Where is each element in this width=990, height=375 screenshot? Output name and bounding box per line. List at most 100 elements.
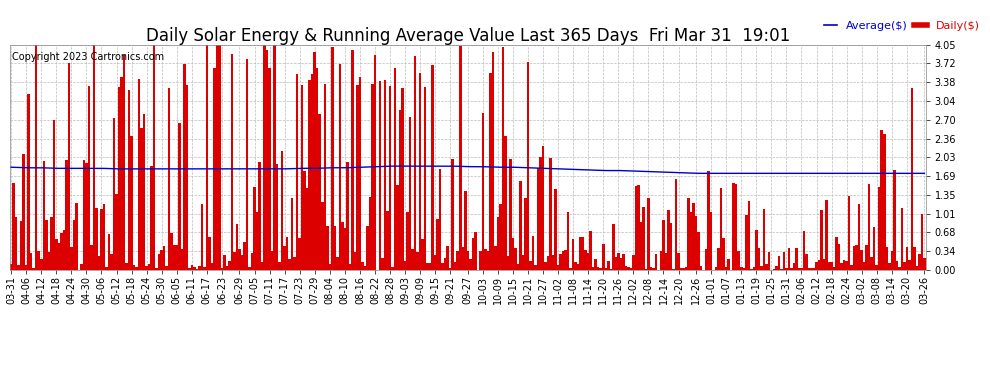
Bar — [50, 217, 52, 270]
Bar — [342, 222, 344, 270]
Bar — [728, 259, 730, 270]
Bar — [28, 94, 30, 270]
Bar — [785, 268, 788, 270]
Bar — [105, 267, 108, 270]
Bar — [715, 267, 718, 270]
Bar — [206, 45, 208, 270]
Bar — [718, 248, 720, 270]
Bar — [60, 233, 62, 270]
Bar — [589, 231, 592, 270]
Bar — [815, 262, 818, 270]
Bar — [185, 86, 188, 270]
Bar — [883, 134, 885, 270]
Bar — [502, 47, 504, 270]
Bar — [100, 209, 103, 270]
Bar — [918, 254, 921, 270]
Bar — [549, 158, 551, 270]
Bar — [705, 249, 708, 270]
Bar — [710, 212, 713, 270]
Bar — [90, 244, 93, 270]
Bar — [479, 251, 481, 270]
Bar — [244, 242, 246, 270]
Bar — [643, 207, 644, 270]
Bar — [444, 258, 446, 270]
Bar — [346, 162, 348, 270]
Bar — [175, 244, 178, 270]
Bar — [363, 266, 366, 270]
Bar — [103, 204, 105, 270]
Bar — [146, 267, 148, 270]
Bar — [469, 259, 471, 270]
Bar — [424, 87, 427, 270]
Bar — [855, 245, 858, 270]
Bar — [131, 136, 133, 270]
Bar — [442, 263, 444, 270]
Bar — [853, 246, 855, 270]
Bar — [535, 266, 537, 270]
Bar — [615, 257, 617, 270]
Bar — [246, 59, 248, 270]
Bar — [542, 146, 545, 270]
Bar — [630, 268, 632, 270]
Bar — [818, 260, 821, 270]
Bar — [644, 269, 647, 270]
Bar — [755, 230, 757, 270]
Bar — [141, 128, 143, 270]
Bar — [108, 234, 110, 270]
Bar — [793, 263, 795, 270]
Bar — [344, 228, 346, 270]
Bar — [326, 226, 329, 270]
Bar — [371, 84, 373, 270]
Bar — [810, 268, 813, 270]
Bar — [429, 263, 432, 270]
Bar — [265, 50, 268, 270]
Bar — [351, 50, 353, 270]
Bar — [446, 246, 448, 270]
Bar — [278, 262, 281, 270]
Bar — [358, 77, 361, 270]
Bar — [331, 47, 334, 270]
Bar — [913, 248, 916, 270]
Bar — [847, 196, 850, 270]
Bar — [610, 269, 612, 270]
Bar — [607, 261, 610, 270]
Bar — [311, 74, 314, 270]
Bar — [617, 254, 620, 270]
Bar — [203, 267, 206, 270]
Bar — [765, 264, 767, 270]
Bar — [399, 110, 401, 270]
Bar — [20, 221, 23, 270]
Bar — [461, 248, 464, 270]
Bar — [908, 260, 911, 270]
Bar — [750, 269, 752, 270]
Bar — [155, 268, 158, 270]
Bar — [148, 264, 150, 270]
Bar — [697, 232, 700, 270]
Bar — [509, 159, 512, 270]
Bar — [893, 170, 896, 270]
Bar — [451, 159, 454, 270]
Bar — [296, 74, 298, 270]
Bar — [183, 64, 185, 270]
Bar — [160, 251, 163, 270]
Bar — [263, 45, 265, 270]
Bar — [878, 187, 880, 270]
Bar — [301, 86, 304, 270]
Bar — [273, 45, 276, 270]
Bar — [150, 166, 152, 270]
Bar — [767, 252, 770, 270]
Bar — [432, 65, 434, 270]
Bar — [632, 255, 635, 270]
Bar — [522, 255, 525, 270]
Bar — [556, 265, 559, 270]
Bar — [228, 261, 231, 270]
Bar — [530, 261, 532, 270]
Bar — [620, 258, 622, 270]
Bar — [253, 187, 255, 270]
Bar — [605, 268, 607, 270]
Bar — [659, 251, 662, 270]
Bar — [841, 263, 842, 270]
Legend: Average($), Daily($): Average($), Daily($) — [820, 17, 984, 36]
Bar — [128, 90, 131, 270]
Bar — [48, 252, 50, 270]
